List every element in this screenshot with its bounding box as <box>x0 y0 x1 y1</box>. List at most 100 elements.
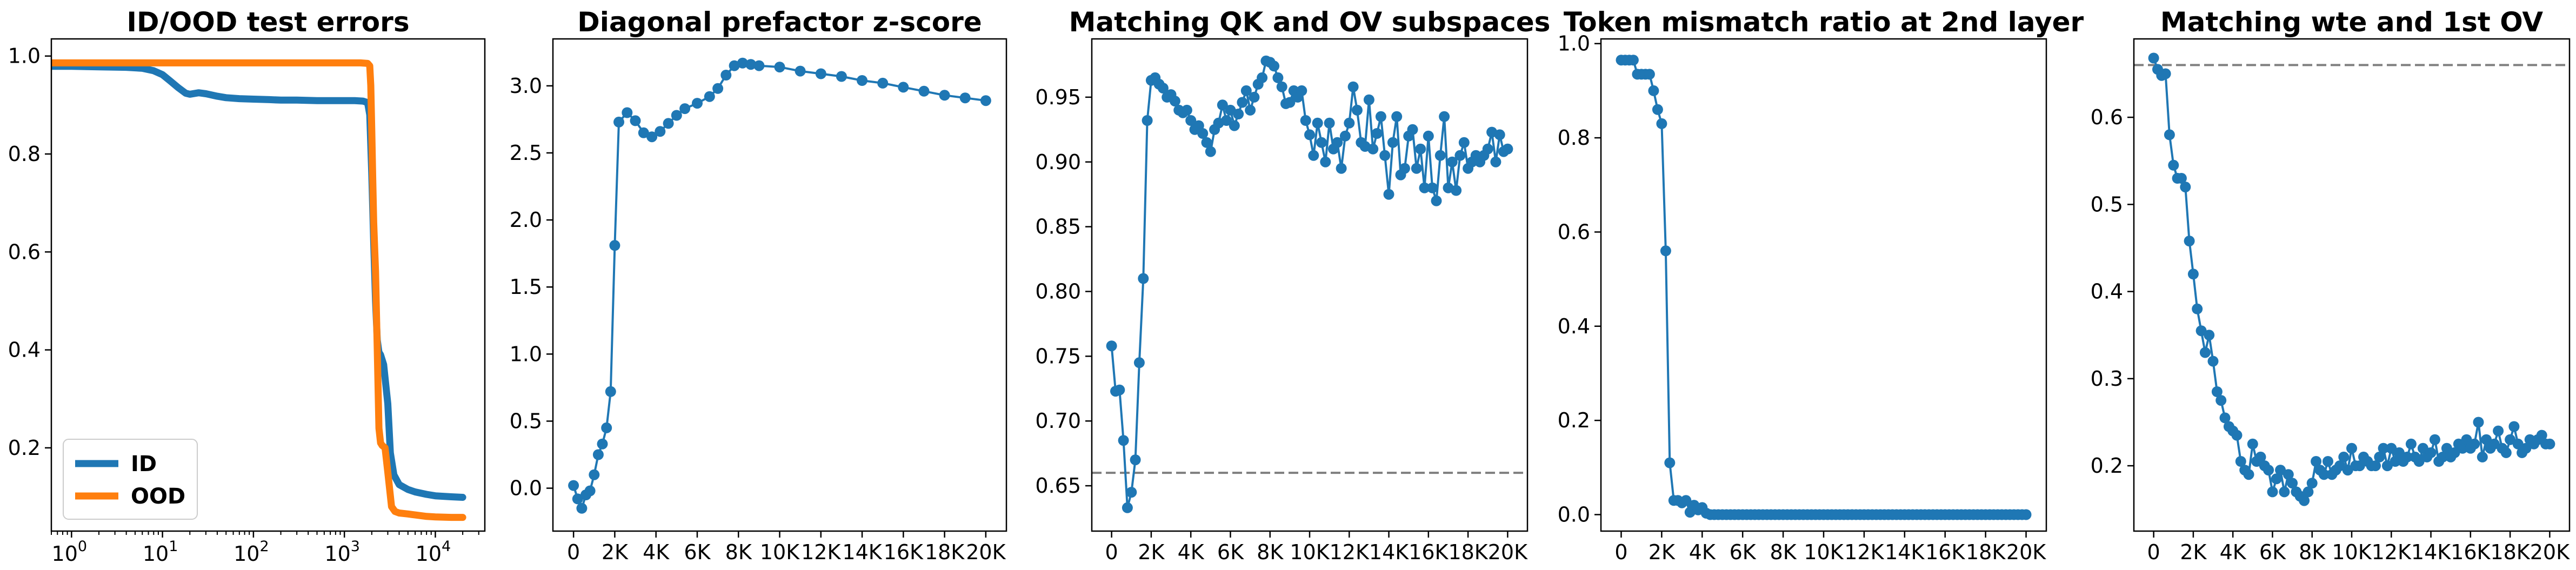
legend-label-ood: OOD <box>131 484 185 509</box>
data-point <box>2342 465 2353 476</box>
data-point <box>1269 61 1280 72</box>
x-tick-label: 4K <box>643 540 670 564</box>
y-tick-label: 1.0 <box>1558 32 1590 56</box>
data-point <box>1312 117 1323 129</box>
data-point <box>1423 130 1434 142</box>
y-tick-label: 3.0 <box>510 74 542 98</box>
data-point <box>1415 143 1426 155</box>
x-tick-label: 6K <box>1217 540 1244 564</box>
data-point <box>1300 115 1311 126</box>
x-tick-label: 2K <box>602 540 629 564</box>
data-point <box>1332 137 1343 148</box>
x-tick-label: 101 <box>143 538 178 566</box>
x-tick-label: 2K <box>2180 540 2207 564</box>
data-point <box>2544 438 2555 450</box>
y-tick-label: 1.5 <box>510 275 542 299</box>
x-tick-label: 2K <box>1649 540 1676 564</box>
data-point <box>1181 104 1192 116</box>
data-point <box>2457 442 2468 454</box>
data-point <box>2481 434 2492 445</box>
data-point <box>2390 456 2401 467</box>
data-point <box>2207 356 2219 367</box>
x-tick-base: 10 <box>52 542 78 566</box>
x-tick-label: 14K <box>2411 540 2451 564</box>
axes-frame <box>50 38 486 532</box>
data-point <box>592 449 604 460</box>
x-tick-label: 10K <box>760 540 800 564</box>
data-point <box>1454 150 1466 161</box>
data-point <box>1490 156 1501 167</box>
data-point <box>2299 495 2310 506</box>
data-point <box>1122 502 1133 513</box>
data-point <box>737 57 748 69</box>
x-tick-label: 12K <box>1330 540 1370 564</box>
data-point <box>959 92 971 104</box>
data-point <box>1502 143 1513 155</box>
data-point <box>2199 347 2211 358</box>
data-point <box>1138 273 1149 284</box>
x-tick-label: 100 <box>52 538 88 566</box>
y-tick-label: 0.2 <box>2091 454 2123 478</box>
data-point <box>1133 357 1145 368</box>
data-point <box>2192 303 2203 314</box>
y-tick-label: 0.0 <box>510 477 542 500</box>
data-point <box>2512 438 2524 450</box>
data-point <box>2255 451 2266 462</box>
panel-matching-qk-ov-subspaces: Matching QK and OV subspaces 0.65 0.70 0.75… <box>1035 6 1550 564</box>
data-point <box>1367 143 1379 155</box>
data-point <box>836 71 847 82</box>
data-point <box>679 103 691 115</box>
y-tick-label: 1.0 <box>8 44 41 68</box>
x-tick-label: 16K <box>2451 540 2491 564</box>
data-point <box>1391 111 1403 122</box>
data-point <box>605 386 616 397</box>
y-tick-label: 0.4 <box>1558 314 1590 338</box>
data-point <box>1652 104 1663 115</box>
data-point <box>2020 509 2032 520</box>
data-point <box>2306 478 2318 489</box>
data-point <box>2187 269 2199 280</box>
data-point <box>980 95 991 106</box>
y-tick-label: 0.95 <box>1035 85 1081 109</box>
y-tick-label: 2.0 <box>510 208 542 232</box>
data-point <box>1363 94 1374 105</box>
data-point <box>918 85 930 97</box>
y-tick-label: 0.70 <box>1035 409 1081 433</box>
panel-token-mismatch-ratio: Token mismatch ratio at 2nd layer 0.0 0.2 0… <box>1558 6 2084 564</box>
data-point <box>2393 447 2405 458</box>
data-point <box>720 70 732 81</box>
x-tick-label: 20K <box>1488 540 1528 564</box>
data-point <box>2437 451 2448 462</box>
data-point <box>2219 412 2231 424</box>
data-point <box>1245 104 1256 116</box>
data-point <box>2378 442 2389 454</box>
x-tick-label: 104 <box>416 538 451 566</box>
data-point <box>1130 454 1141 466</box>
data-point <box>646 131 658 143</box>
data-point <box>622 107 633 118</box>
y-tick-label: 0.6 <box>8 240 41 264</box>
data-point <box>1249 91 1260 103</box>
x-tick-label: 12K <box>1844 540 1884 564</box>
x-tick-label: 0 <box>1105 540 1118 564</box>
data-point <box>1339 130 1351 142</box>
data-point <box>2247 438 2258 450</box>
x-tick-base: 10 <box>416 542 442 566</box>
data-point <box>638 127 649 138</box>
data-point <box>1320 156 1331 167</box>
series-line-id <box>51 63 466 501</box>
data-point <box>1316 137 1327 148</box>
y-tick-label: 0.65 <box>1035 474 1081 498</box>
data-point <box>2168 159 2179 171</box>
data-point <box>2160 68 2171 79</box>
data-point <box>2417 442 2428 454</box>
data-point <box>774 62 785 73</box>
data-point <box>1680 495 1692 506</box>
data-point <box>1664 457 1676 468</box>
data-point <box>1126 487 1137 498</box>
x-tick-label: 14K <box>1369 540 1409 564</box>
y-tick-label: 0.90 <box>1035 150 1081 174</box>
data-point <box>753 60 765 71</box>
y-tick-label: 0.85 <box>1035 215 1081 239</box>
